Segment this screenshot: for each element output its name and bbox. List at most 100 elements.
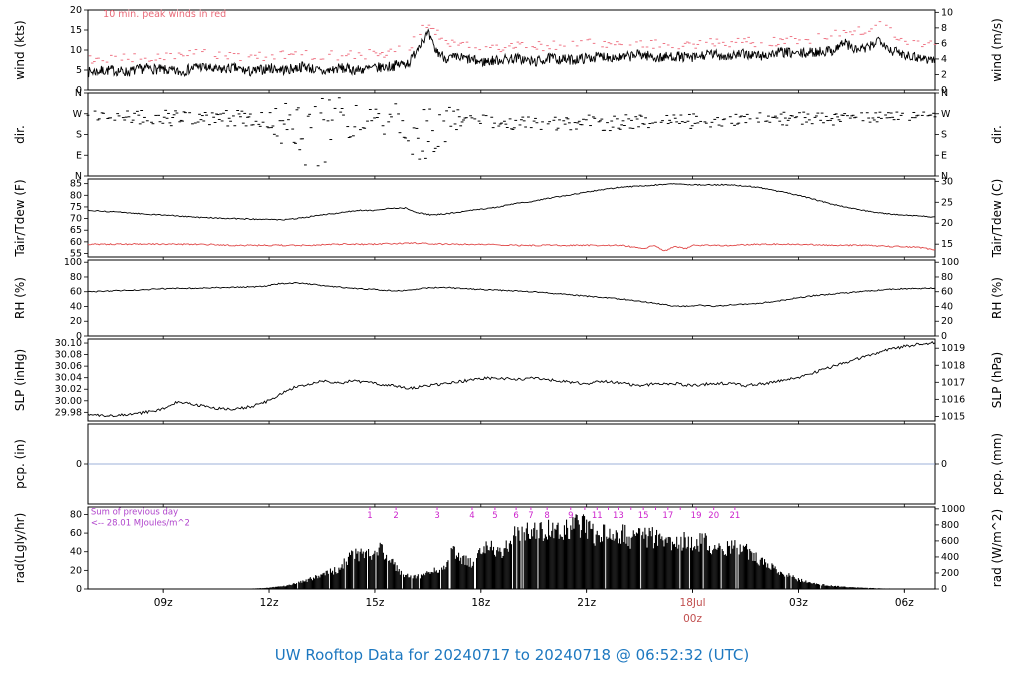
- svg-text:80: 80: [70, 190, 82, 201]
- svg-text:8: 8: [544, 511, 549, 521]
- svg-text:06z: 06z: [895, 597, 914, 609]
- svg-text:6: 6: [513, 511, 518, 521]
- svg-text:30.02: 30.02: [55, 384, 82, 395]
- x-axis-labels: 09z 12z 15z 18z 21z 18Jul 00z 03z 06z: [154, 589, 914, 625]
- svg-text:4: 4: [469, 511, 474, 521]
- svg-text:0: 0: [941, 459, 947, 470]
- svg-text:60: 60: [70, 237, 82, 248]
- svg-text:S: S: [76, 130, 82, 141]
- svg-text:1: 1: [367, 511, 372, 521]
- svg-text:<-- 28.01 MJoules/m^2: <-- 28.01 MJoules/m^2: [91, 519, 190, 529]
- series-wind-direction: [86, 97, 937, 167]
- svg-text:2: 2: [393, 511, 398, 521]
- svg-text:15: 15: [638, 511, 649, 521]
- svg-text:2: 2: [941, 69, 947, 80]
- svg-text:E: E: [76, 150, 82, 161]
- svg-text:6: 6: [941, 38, 947, 49]
- svg-text:100: 100: [941, 257, 959, 268]
- svg-text:SLP (hPa): SLP (hPa): [990, 352, 1004, 408]
- svg-text:S: S: [941, 130, 947, 141]
- svg-text:0: 0: [941, 85, 947, 96]
- svg-text:30.04: 30.04: [55, 373, 82, 384]
- svg-text:85: 85: [70, 179, 82, 190]
- svg-text:0: 0: [76, 85, 82, 96]
- svg-text:60: 60: [70, 528, 82, 539]
- svg-text:20: 20: [70, 316, 82, 327]
- svg-text:N: N: [75, 171, 82, 182]
- svg-text:dir.: dir.: [13, 125, 27, 144]
- series-sea-level-pressure: [87, 341, 936, 418]
- svg-text:03z: 03z: [789, 597, 808, 609]
- svg-text:5: 5: [492, 511, 497, 521]
- svg-text:rad(Lgly/hr): rad(Lgly/hr): [13, 513, 27, 584]
- svg-text:W: W: [73, 109, 83, 120]
- svg-text:30.10: 30.10: [55, 338, 82, 349]
- svg-text:800: 800: [941, 520, 959, 531]
- svg-text:21: 21: [729, 511, 740, 521]
- svg-text:25: 25: [941, 197, 953, 208]
- svg-text:wind (kts): wind (kts): [13, 20, 27, 79]
- svg-text:0: 0: [76, 584, 82, 595]
- svg-text:40: 40: [941, 301, 953, 312]
- series-relative-humidity: [87, 282, 936, 308]
- svg-text:80: 80: [941, 272, 953, 283]
- series-solar-radiation: [244, 514, 900, 589]
- svg-text:60: 60: [70, 287, 82, 298]
- svg-text:10: 10: [941, 7, 953, 18]
- svg-text:17: 17: [662, 511, 673, 521]
- svg-text:11: 11: [592, 511, 603, 521]
- series-wind-speed: [87, 28, 936, 78]
- svg-text:7: 7: [528, 511, 533, 521]
- svg-text:RH (%): RH (%): [990, 277, 1004, 319]
- svg-text:5: 5: [76, 65, 82, 76]
- svg-text:0: 0: [941, 584, 947, 595]
- svg-text:pcp. (in): pcp. (in): [13, 439, 27, 489]
- svg-text:Tair/Tdew (C): Tair/Tdew (C): [990, 179, 1004, 259]
- svg-text:20: 20: [70, 565, 82, 576]
- svg-text:SLP (inHg): SLP (inHg): [13, 349, 27, 411]
- svg-text:W: W: [941, 109, 951, 120]
- svg-text:1018: 1018: [941, 360, 965, 371]
- svg-text:10 min. peak winds in red: 10 min. peak winds in red: [103, 9, 226, 20]
- svg-text:0: 0: [941, 331, 947, 342]
- svg-text:RH (%): RH (%): [13, 277, 27, 319]
- svg-text:30.08: 30.08: [55, 350, 82, 361]
- svg-text:15z: 15z: [365, 597, 384, 609]
- panel-rh: 0 20 40 60 80 100 0 20 40 60 80 100 RH (%) RH (%): [13, 257, 1004, 342]
- svg-text:1015: 1015: [941, 411, 965, 422]
- svg-text:N: N: [941, 171, 948, 182]
- svg-text:15: 15: [941, 239, 953, 250]
- svg-text:00z: 00z: [683, 613, 702, 625]
- svg-text:19: 19: [691, 511, 702, 521]
- svg-text:20: 20: [941, 218, 953, 229]
- svg-text:pcp. (mm): pcp. (mm): [990, 433, 1004, 495]
- svg-text:30: 30: [941, 176, 953, 187]
- svg-text:0: 0: [76, 459, 82, 470]
- svg-text:1019: 1019: [941, 343, 965, 354]
- svg-text:75: 75: [70, 202, 82, 213]
- svg-text:E: E: [941, 150, 947, 161]
- svg-text:13: 13: [613, 511, 624, 521]
- svg-text:09z: 09z: [154, 597, 173, 609]
- series-dew-point: [87, 242, 936, 252]
- svg-text:200: 200: [941, 568, 959, 579]
- svg-text:18Jul: 18Jul: [680, 597, 706, 609]
- svg-text:rad (W/m^2): rad (W/m^2): [990, 509, 1004, 587]
- svg-text:600: 600: [941, 536, 959, 547]
- svg-text:18z: 18z: [471, 597, 490, 609]
- svg-text:3: 3: [434, 511, 439, 521]
- svg-text:dir.: dir.: [990, 125, 1004, 144]
- series-peak-wind: [88, 21, 937, 64]
- svg-text:Tair/Tdew (F): Tair/Tdew (F): [13, 179, 27, 257]
- svg-text:80: 80: [70, 272, 82, 283]
- svg-text:N: N: [75, 88, 82, 99]
- svg-text:20: 20: [70, 5, 82, 16]
- svg-text:4: 4: [941, 54, 947, 65]
- svg-text:N: N: [941, 88, 948, 99]
